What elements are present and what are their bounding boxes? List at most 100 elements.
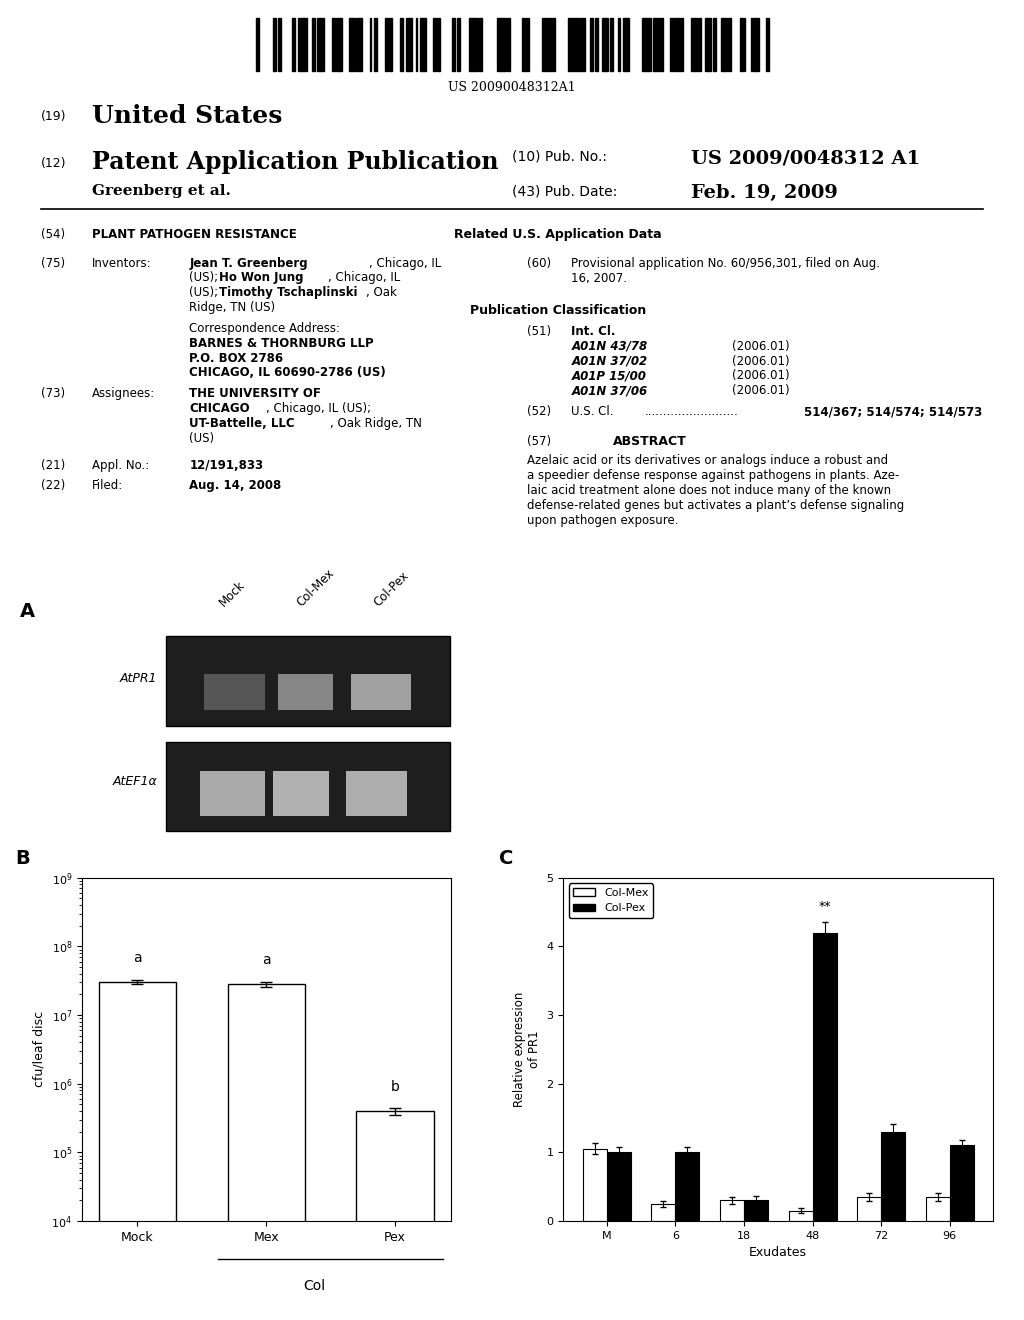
Bar [469,17,478,71]
Bar [166,742,450,832]
Bar [744,17,745,71]
Bar [691,17,697,71]
Text: US 20090048312A1: US 20090048312A1 [449,82,575,94]
Text: B: B [15,849,31,867]
Bar [479,17,482,71]
Bar [857,1197,881,1221]
Bar [623,17,629,71]
Text: Filed:: Filed: [92,479,124,492]
Text: defense-related genes but activates a plant’s defense signaling: defense-related genes but activates a pl… [527,499,904,512]
Text: Azelaic acid or its derivatives or analogs induce a robust and: Azelaic acid or its derivatives or analo… [527,454,889,467]
Text: b: b [391,1080,399,1093]
Text: Int. Cl.: Int. Cl. [571,325,615,338]
Text: US 2009/0048312 A1: US 2009/0048312 A1 [691,149,921,168]
Text: Assignees:: Assignees: [92,387,156,400]
Bar [298,17,307,71]
Bar [949,1146,974,1221]
Text: Col-Mex: Col-Mex [294,566,337,609]
Bar [356,17,362,71]
Text: Related U.S. Application Data: Related U.S. Application Data [455,227,662,240]
Bar [610,17,613,71]
Text: (US);: (US); [189,286,222,300]
Text: 12/191,833: 12/191,833 [189,458,263,471]
Bar [653,17,663,71]
Bar [350,675,411,710]
Text: C: C [499,849,513,867]
Text: (51): (51) [527,325,552,338]
Bar [406,17,412,71]
Bar [618,17,620,71]
Bar [273,17,276,71]
Text: Timothy Tschaplinski: Timothy Tschaplinski [219,286,357,300]
Bar [542,17,551,71]
Text: PLANT PATHOGEN RESISTANCE: PLANT PATHOGEN RESISTANCE [92,227,297,240]
Text: (2006.01): (2006.01) [732,370,790,383]
Bar [881,1131,905,1221]
Text: Inventors:: Inventors: [92,256,152,269]
Text: Appl. No.:: Appl. No.: [92,458,150,471]
Text: CHICAGO, IL 60690-2786 (US): CHICAGO, IL 60690-2786 (US) [189,367,386,379]
Bar [698,17,701,71]
Text: P.O. BOX 2786: P.O. BOX 2786 [189,351,284,364]
Bar [166,636,450,726]
Text: Patent Application Publication: Patent Application Publication [92,149,499,174]
Text: ABSTRACT: ABSTRACT [613,434,687,447]
Bar [457,17,460,71]
Bar [205,675,264,710]
Bar [433,17,436,71]
Y-axis label: cfu/leaf disc: cfu/leaf disc [33,1011,46,1088]
Text: (52): (52) [527,405,552,418]
Bar [728,17,731,71]
Bar [602,17,608,71]
Text: Ho Won Jung: Ho Won Jung [219,272,304,284]
Bar [812,933,837,1221]
Bar [227,985,305,1320]
Bar [400,17,403,71]
Text: (54): (54) [41,227,66,240]
Bar [278,675,334,710]
Bar [595,17,598,71]
Text: (75): (75) [41,256,66,269]
Bar [670,17,673,71]
Text: a: a [262,953,270,966]
Text: , Oak: , Oak [366,286,396,300]
Text: CHICAGO: CHICAGO [189,403,250,414]
Legend: Col-Mex, Col-Pex: Col-Mex, Col-Pex [568,883,653,917]
Bar [676,1152,699,1221]
Bar [370,17,371,71]
Bar [721,17,727,71]
Text: , Chicago, IL: , Chicago, IL [369,256,441,269]
Text: Correspondence Address:: Correspondence Address: [189,322,340,335]
Bar [312,17,315,71]
Text: A01N 43/78: A01N 43/78 [571,339,647,352]
Bar [98,982,176,1320]
Text: AtEF1α: AtEF1α [113,775,157,788]
Bar [744,1200,768,1221]
Bar [642,17,651,71]
Text: UT-Battelle, LLC: UT-Battelle, LLC [189,417,295,430]
Bar [437,17,440,71]
Text: Col-Pex: Col-Pex [372,569,412,609]
Bar [385,17,388,71]
Bar [579,17,585,71]
Bar [651,1204,676,1221]
Text: a speedier defense response against pathogens in plants. Aze-: a speedier defense response against path… [527,469,900,482]
Text: laic acid treatment alone does not induce many of the known: laic acid treatment alone does not induc… [527,484,892,498]
Bar [751,17,752,71]
Text: (21): (21) [41,458,66,471]
Text: United States: United States [92,104,283,128]
Text: .........................: ......................... [645,405,739,418]
Text: (US);: (US); [189,272,222,284]
Text: Aug. 14, 2008: Aug. 14, 2008 [189,479,282,492]
Text: (10) Pub. No.:: (10) Pub. No.: [512,149,607,164]
Text: , Chicago, IL: , Chicago, IL [328,272,400,284]
Text: A01N 37/02: A01N 37/02 [571,355,647,367]
Bar [389,17,392,71]
Bar [705,17,711,71]
Bar [349,17,355,71]
Bar [507,17,510,71]
Text: Jean T. Greenberg: Jean T. Greenberg [189,256,308,269]
Bar [416,17,417,71]
Bar [332,17,335,71]
Text: **: ** [818,900,830,913]
